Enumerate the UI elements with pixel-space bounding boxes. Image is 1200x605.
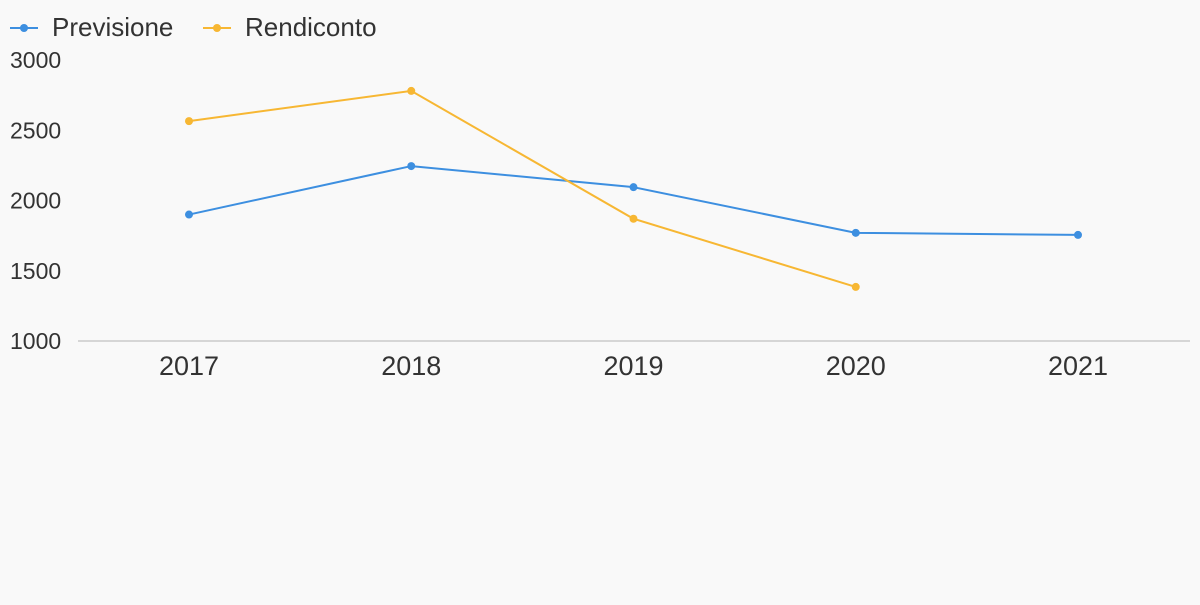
y-tick-label: 3000 <box>10 47 61 73</box>
x-tick-label: 2019 <box>603 351 663 381</box>
legend-item-rendiconto[interactable]: Rendiconto <box>203 12 377 42</box>
plot-area <box>185 86 1082 291</box>
y-tick-label: 2000 <box>10 188 61 214</box>
legend-label: Previsione <box>52 12 173 42</box>
legend-item-previsione[interactable]: Previsione <box>10 12 173 42</box>
y-tick-label: 1500 <box>10 258 61 284</box>
legend-dot-marker <box>20 24 28 32</box>
legend-label: Rendiconto <box>245 12 377 42</box>
y-tick-label: 1000 <box>10 328 61 354</box>
x-tick-label: 2017 <box>159 351 219 381</box>
data-point[interactable] <box>407 162 416 171</box>
data-point[interactable] <box>629 214 638 223</box>
data-point[interactable] <box>629 183 638 192</box>
data-point[interactable] <box>407 86 416 95</box>
y-axis: 1000 1500 2000 2500 3000 <box>10 47 61 354</box>
series-rendiconto <box>185 86 860 291</box>
x-tick-label: 2020 <box>826 351 886 381</box>
data-point[interactable] <box>185 117 193 126</box>
x-axis: 2017 2018 2019 2020 2021 <box>78 340 1190 381</box>
data-point[interactable] <box>851 282 860 291</box>
data-point[interactable] <box>1074 230 1082 239</box>
x-tick-label: 2018 <box>381 351 441 381</box>
y-tick-label: 2500 <box>10 117 61 143</box>
x-tick-label: 2021 <box>1048 351 1108 381</box>
chart-legend: Previsione Rendiconto <box>10 12 377 42</box>
series-line <box>188 165 1079 236</box>
series-previsione <box>185 162 1082 239</box>
series-line <box>188 89 857 288</box>
data-point[interactable] <box>851 228 860 237</box>
data-point[interactable] <box>185 210 193 219</box>
legend-dot-marker <box>213 24 221 32</box>
